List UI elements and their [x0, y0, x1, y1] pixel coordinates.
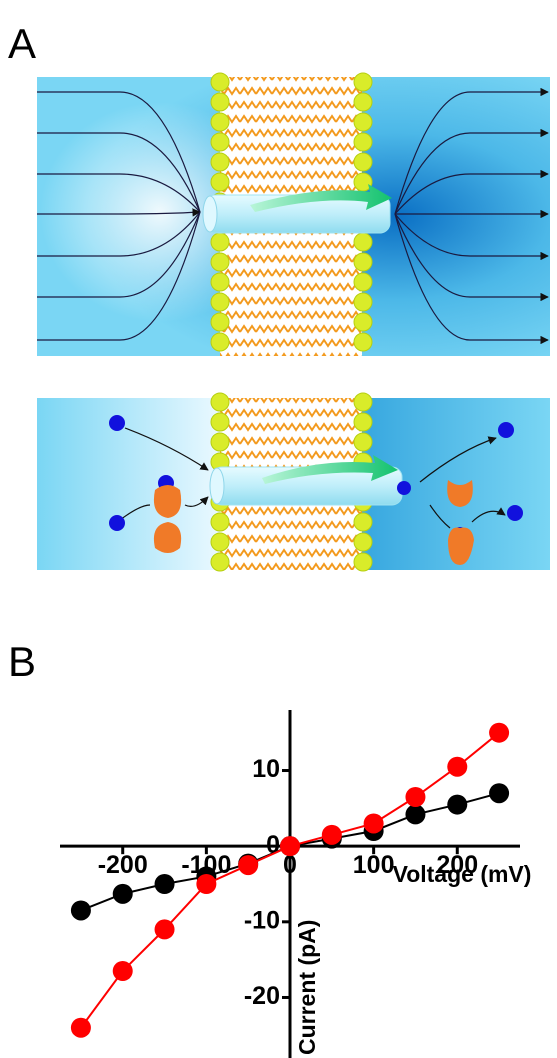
data-point	[238, 855, 258, 875]
lipid-head	[211, 433, 229, 451]
lipid-head	[211, 513, 229, 531]
y-tick-label: 10	[252, 755, 280, 783]
figure: A B	[0, 0, 557, 1058]
data-point	[71, 1018, 91, 1038]
lipid-head	[211, 173, 229, 191]
y-tick-label: -10	[244, 906, 280, 934]
x-tick-label: 200	[436, 851, 478, 879]
lipid-head	[354, 313, 372, 331]
data-point	[322, 825, 342, 845]
data-point	[71, 900, 91, 920]
lipid-head	[354, 433, 372, 451]
lipid-head	[211, 113, 229, 131]
lipid-head	[211, 233, 229, 251]
lipid-head	[354, 273, 372, 291]
lipid-head	[354, 253, 372, 271]
lipid-head	[211, 153, 229, 171]
data-point	[489, 723, 509, 743]
data-point	[113, 961, 133, 981]
lipid-head	[211, 413, 229, 431]
data-point	[155, 874, 175, 894]
tube-mouth	[210, 468, 224, 504]
diagram-top	[37, 73, 550, 356]
lipid-head	[354, 533, 372, 551]
data-point	[155, 919, 175, 939]
lipid-head	[211, 73, 229, 91]
lipid-head	[211, 93, 229, 111]
y-axis-title: Current (pA)	[294, 920, 320, 1055]
lipid-head	[354, 233, 372, 251]
data-point	[489, 783, 509, 803]
lipid-head	[211, 253, 229, 271]
lipid-head	[211, 553, 229, 571]
data-point	[447, 757, 467, 777]
lipid-head	[354, 513, 372, 531]
panel-label: A	[8, 20, 36, 67]
lipid-head	[354, 393, 372, 411]
x-tick-label: 100	[353, 851, 395, 879]
x-tick-label: -200	[98, 851, 148, 879]
lipid-head	[211, 533, 229, 551]
lipid-head	[211, 393, 229, 411]
lipid-head	[211, 333, 229, 351]
lipid-head	[354, 113, 372, 131]
lipid-head	[354, 73, 372, 91]
y-tick-label: -20	[244, 982, 280, 1010]
lipid-head	[354, 553, 372, 571]
data-point	[196, 874, 216, 894]
lipid-head	[354, 293, 372, 311]
diagram-bottom	[37, 393, 550, 571]
lipid-head	[211, 293, 229, 311]
data-point	[364, 813, 384, 833]
lipid-head	[211, 273, 229, 291]
data-point	[280, 836, 300, 856]
data-point	[113, 884, 133, 904]
lipid-head	[354, 133, 372, 151]
panel-label: B	[8, 638, 36, 685]
lipid-head	[354, 153, 372, 171]
lipid-head	[354, 333, 372, 351]
lipid-head	[354, 413, 372, 431]
data-point	[405, 787, 425, 807]
tube-mouth	[203, 196, 217, 232]
data-point	[405, 804, 425, 824]
lipid-head	[211, 313, 229, 331]
lipid-head	[211, 133, 229, 151]
lipid-head	[354, 93, 372, 111]
data-point	[447, 795, 467, 815]
